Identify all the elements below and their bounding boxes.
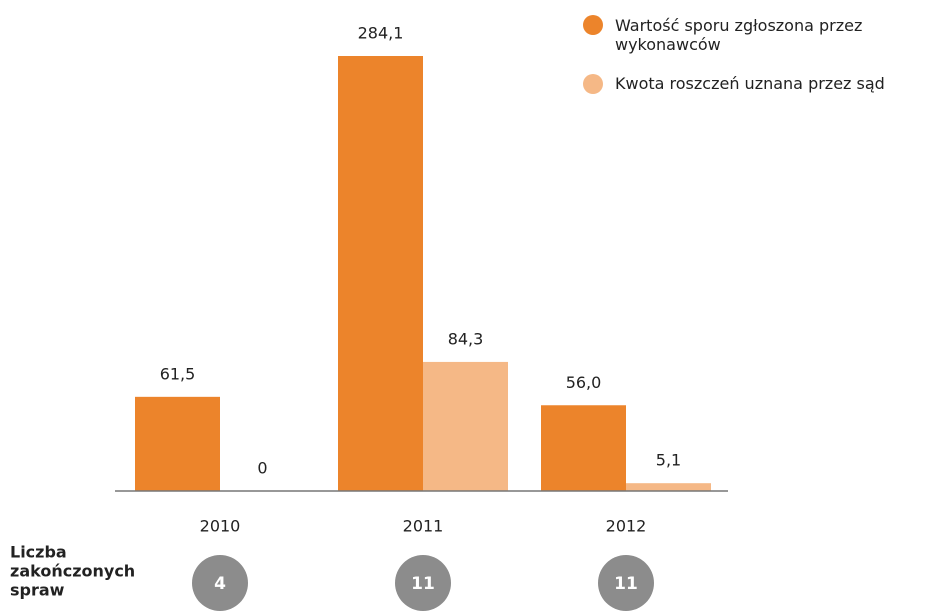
legend-label: Wartość sporu zgłoszona przez wykonawców xyxy=(615,16,863,54)
count-badge xyxy=(192,555,248,611)
counts-title: zakończonych xyxy=(10,562,135,581)
data-label: 56,0 xyxy=(566,373,602,392)
data-label: 84,3 xyxy=(448,329,484,348)
data-label: 0 xyxy=(257,459,267,478)
bar xyxy=(423,361,508,491)
bar xyxy=(541,405,626,491)
data-label: 5,1 xyxy=(656,451,681,470)
count-badge xyxy=(395,555,451,611)
counts-title: spraw xyxy=(10,581,65,600)
bar xyxy=(135,396,220,491)
x-tick-label: 2010 xyxy=(200,517,241,536)
data-label: 61,5 xyxy=(160,364,196,383)
legend-label: Kwota roszczeń uznana przez sąd xyxy=(615,74,885,93)
count-label: 11 xyxy=(614,574,638,594)
counts-title: Liczba xyxy=(10,543,67,562)
bar xyxy=(338,56,423,491)
x-tick-label: 2012 xyxy=(606,517,647,536)
legend-marker xyxy=(583,74,603,94)
bar xyxy=(626,483,711,491)
data-label: 284,1 xyxy=(358,24,404,43)
count-label: 4 xyxy=(214,574,226,594)
count-label: 11 xyxy=(411,574,435,594)
legend-marker xyxy=(583,15,603,35)
count-badge xyxy=(598,555,654,611)
x-tick-label: 2011 xyxy=(403,517,444,536)
